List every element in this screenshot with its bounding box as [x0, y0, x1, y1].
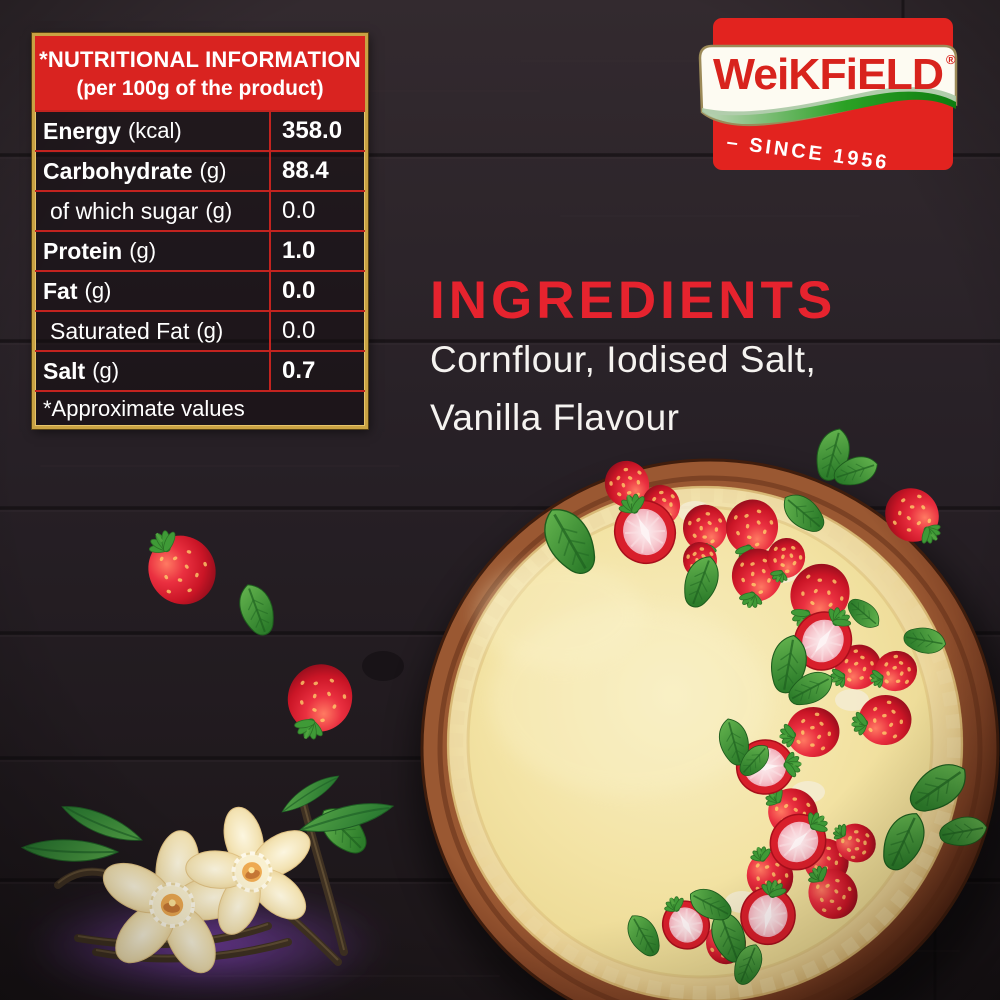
row-value: 0.0: [269, 312, 365, 350]
row-label: Protein: [43, 237, 123, 264]
swoosh-green: [708, 91, 956, 125]
nutrition-row-saturated-fat: Saturated Fat (g) 0.0: [35, 312, 365, 352]
ingredients-line-1: Cornflour, Iodised Salt,: [430, 339, 817, 380]
brand-logo: WeiKFiELD ® – SINCE 1956: [698, 18, 958, 174]
nutrition-row-fat: Fat (g) 0.0: [35, 272, 365, 312]
row-value: 1.0: [269, 232, 365, 270]
registered-mark-icon: ®: [946, 52, 956, 67]
row-unit: (g): [199, 158, 227, 183]
row-label: Saturated Fat: [50, 317, 190, 344]
row-label: of which sugar: [50, 197, 199, 224]
nutrition-row-energy: Energy (kcal) 358.0: [35, 112, 365, 152]
nutrition-table: *NUTRITIONAL INFORMATION (per 100g of th…: [31, 32, 369, 430]
row-value: 88.4: [269, 152, 365, 190]
row-unit: (g): [92, 358, 120, 383]
ingredients-line-2: Vanilla Flavour: [430, 397, 680, 438]
row-value: 0.0: [269, 192, 365, 230]
row-unit: (g): [84, 278, 112, 303]
nutrition-row-sugar: of which sugar (g) 0.0: [35, 192, 365, 232]
row-label: Fat: [43, 277, 78, 304]
nutrition-table-header: *NUTRITIONAL INFORMATION (per 100g of th…: [35, 36, 365, 112]
row-unit: (g): [196, 318, 224, 343]
nutrition-row-salt: Salt (g) 0.7: [35, 352, 365, 392]
ingredients-heading: INGREDIENTS: [430, 271, 837, 330]
nutrition-row-carbohydrate: Carbohydrate (g) 88.4: [35, 152, 365, 192]
row-label: Energy: [43, 117, 121, 144]
row-value: 0.0: [269, 272, 365, 310]
row-value: 0.7: [269, 352, 365, 390]
row-value: 358.0: [269, 112, 365, 150]
row-unit: (g): [205, 198, 233, 223]
nutrition-title: *NUTRITIONAL INFORMATION: [39, 47, 361, 72]
nutrition-subtitle: (per 100g of the product): [76, 77, 324, 100]
row-unit: (g): [129, 238, 157, 263]
nutrition-row-protein: Protein (g) 1.0: [35, 232, 365, 272]
row-label: Carbohydrate: [43, 157, 193, 184]
nutrition-footnote: *Approximate values: [43, 396, 245, 421]
row-unit: (kcal): [127, 118, 182, 143]
brand-name: WeiKFiELD: [713, 50, 943, 99]
ingredients-section: INGREDIENTS Cornflour, Iodised Salt, Van…: [430, 272, 836, 446]
row-label: Salt: [43, 357, 86, 384]
